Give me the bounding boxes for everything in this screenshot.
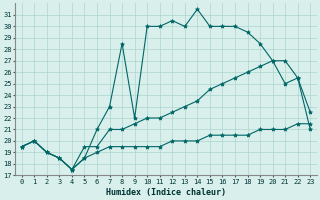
X-axis label: Humidex (Indice chaleur): Humidex (Indice chaleur) <box>106 188 226 197</box>
